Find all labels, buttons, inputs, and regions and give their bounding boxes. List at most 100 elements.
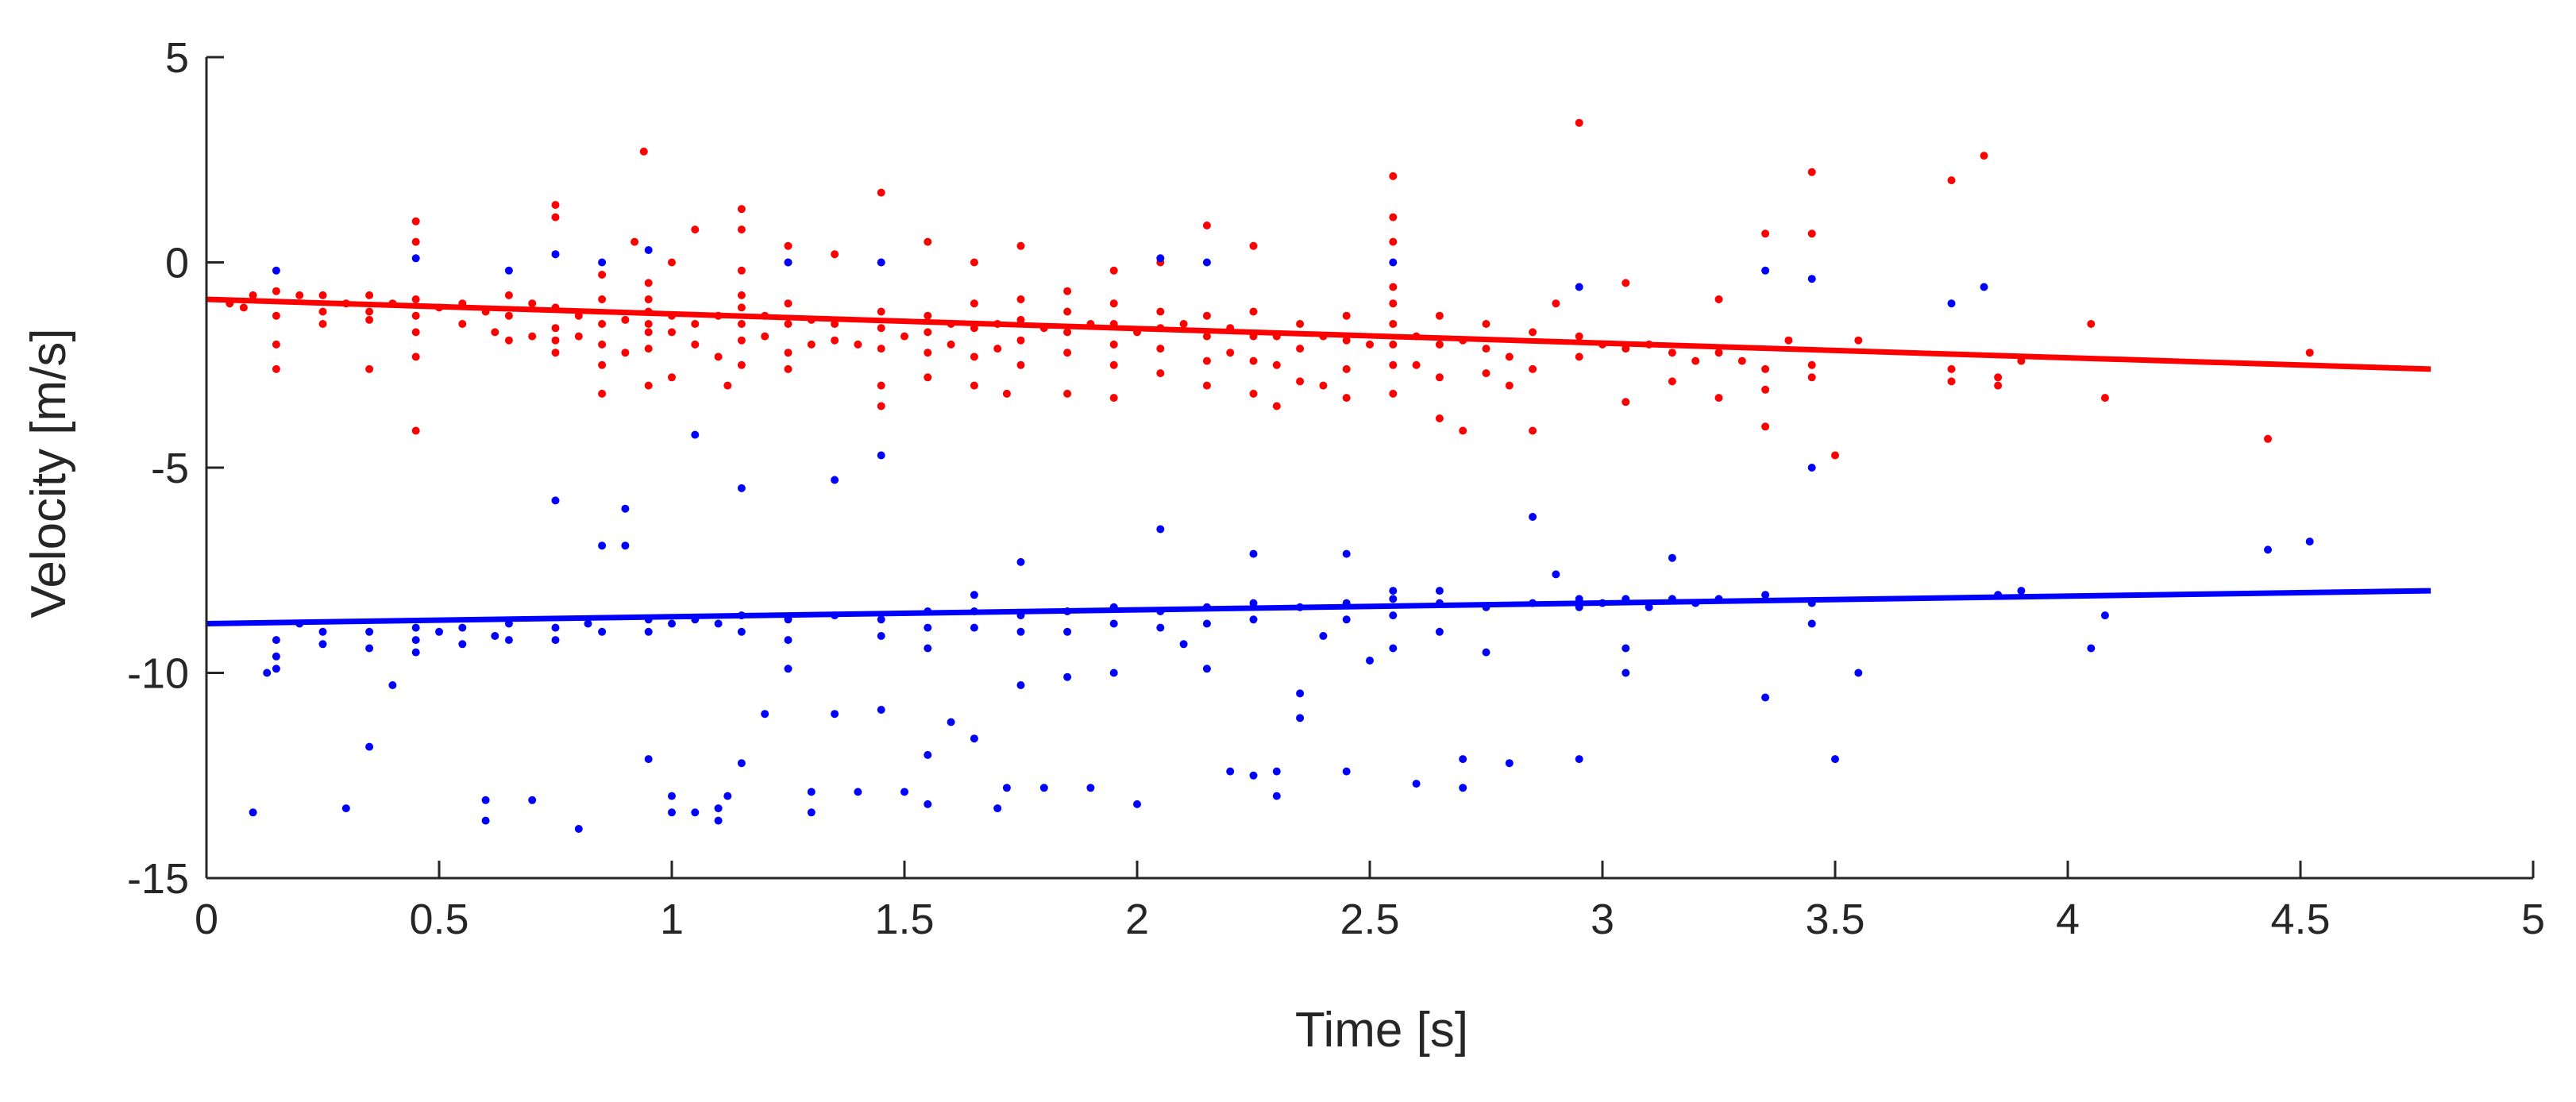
red-data-point [924,328,932,337]
blue-data-point [365,644,374,653]
blue-data-point [723,792,732,800]
red-data-point [831,336,839,345]
red-data-point [947,340,955,349]
blue-data-point [2305,538,2314,546]
blue-data-point [970,623,978,632]
red-data-point [1156,369,1165,378]
red-data-point [1296,320,1305,328]
red-data-point [598,389,607,398]
blue-data-point [1389,587,1398,595]
blue-data-point [761,710,769,719]
blue-data-point [1249,771,1258,780]
red-data-point [900,332,908,341]
red-data-point [318,307,327,316]
blue-data-point [737,484,746,492]
blue-data-point [1202,619,1211,628]
red-data-point [737,205,746,214]
blue-data-point [877,451,885,460]
red-data-point [1063,307,1072,316]
red-data-point [1831,451,1839,460]
red-data-point [411,353,420,361]
blue-data-point [1063,627,1072,636]
red-data-point [411,217,420,225]
blue-data-point [551,496,560,505]
blue-data-point [411,648,420,657]
blue-data-point [1249,549,1258,558]
blue-data-point [1668,553,1676,562]
red-data-point [318,291,327,299]
red-data-point [784,241,792,250]
blue-data-point [900,788,908,796]
red-data-point [1807,229,1816,238]
blue-data-point [318,627,327,636]
blue-data-point [341,804,350,813]
red-data-point [1249,307,1258,316]
red-data-point [1737,356,1746,365]
red-data-point [1435,373,1444,382]
red-data-point [1807,373,1816,382]
red-data-point [639,147,648,156]
blue-data-point [458,640,467,649]
blue-data-point [263,669,272,677]
blue-data-point [1202,258,1211,267]
blue-data-point [1622,644,1630,653]
red-data-point [1296,377,1305,386]
blue-data-point [877,632,885,640]
blue-data-point [831,710,839,719]
blue-data-point [1761,266,1770,275]
red-data-point [272,287,280,295]
red-data-point [924,349,932,357]
blue-data-point [272,652,280,661]
red-data-point [365,307,374,316]
blue-data-point [924,623,932,632]
red-data-point [1435,340,1444,349]
x-tick-label: 3 [1591,896,1614,943]
red-data-point [877,307,885,316]
x-tick-label: 5 [2521,896,2545,943]
blue-data-point [574,825,583,833]
red-data-point [737,360,746,369]
blue-data-point [714,619,723,628]
blue-data-point [924,644,932,653]
red-data-point [598,340,607,349]
red-data-point [877,188,885,197]
red-data-point [784,299,792,308]
blue-data-point [1002,784,1011,792]
blue-data-point [784,258,792,267]
red-data-point [970,299,978,308]
blue-data-point [411,636,420,645]
red-data-point [239,303,248,312]
red-data-point [1249,389,1258,398]
blue-data-point [1296,714,1305,722]
blue-data-point [784,636,792,645]
red-data-point [831,320,839,328]
red-data-point [737,320,746,328]
red-data-point [1575,353,1583,361]
blue-data-point [737,627,746,636]
red-data-point [1202,311,1211,320]
blue-data-point [877,706,885,714]
red-data-point [668,373,676,382]
red-data-point [1529,426,1537,435]
blue-data-point [1086,784,1095,792]
red-data-point [854,340,862,349]
red-data-point [877,381,885,390]
red-data-point [1109,299,1118,308]
blue-data-point [1529,513,1537,521]
blue-data-point [1831,755,1839,764]
red-data-point [1505,353,1514,361]
red-data-point [411,328,420,337]
red-data-point [784,349,792,357]
blue-data-point [1156,525,1165,534]
blue-data-point [1109,669,1118,677]
red-data-point [598,360,607,369]
blue-data-point [807,788,816,796]
red-data-point [924,311,932,320]
red-data-point [1761,229,1770,238]
red-data-point [1156,307,1165,316]
blue-data-point [1063,672,1072,681]
red-data-point [1016,315,1025,324]
red-data-point [528,299,537,308]
